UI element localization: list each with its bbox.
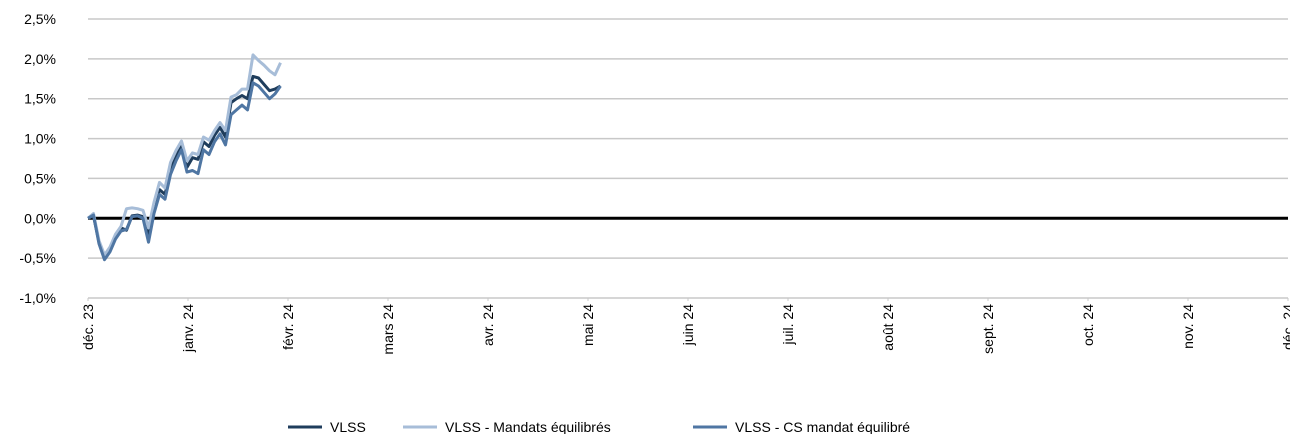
y-tick-label: 0,5% [24,170,56,186]
x-tick-label: sept. 24 [980,304,996,354]
legend-label: VLSS - CS mandat équilibré [735,419,910,434]
x-tick-label: déc. 24 [1280,304,1290,350]
x-tick-label: mai 24 [580,304,596,346]
x-tick-label: janv. 24 [180,304,196,353]
x-tick-label: juin 24 [680,304,696,346]
x-tick-label: déc. 23 [80,304,96,350]
line-series [87,53,282,257]
legend-item: VLSS - Mandats équilibrés [403,419,611,434]
x-tick-label: juil. 24 [780,304,796,346]
x-tick-label: oct. 24 [1080,304,1096,346]
x-tick-label: avr. 24 [480,304,496,346]
y-tick-label: -1,0% [19,290,56,306]
x-tick-label: août 24 [880,304,896,351]
x-tick-label: févr. 24 [280,304,296,350]
y-tick-label: 2,0% [24,51,56,67]
legend-item: VLSS [288,419,366,434]
y-tick-label: -0,5% [19,250,56,266]
legend-label: VLSS - Mandats équilibrés [445,419,611,434]
x-tick-label: nov. 24 [1180,304,1196,349]
y-tick-label: 2,5% [24,11,56,27]
legend-label: VLSS [330,419,366,434]
line-series [87,81,282,262]
y-tick-label: 1,5% [24,91,56,107]
y-tick-label: 1,0% [24,131,56,147]
legend-item: VLSS - CS mandat équilibré [693,419,910,434]
x-tick-label: mars 24 [380,304,396,355]
y-tick-label: 0,0% [24,210,56,226]
